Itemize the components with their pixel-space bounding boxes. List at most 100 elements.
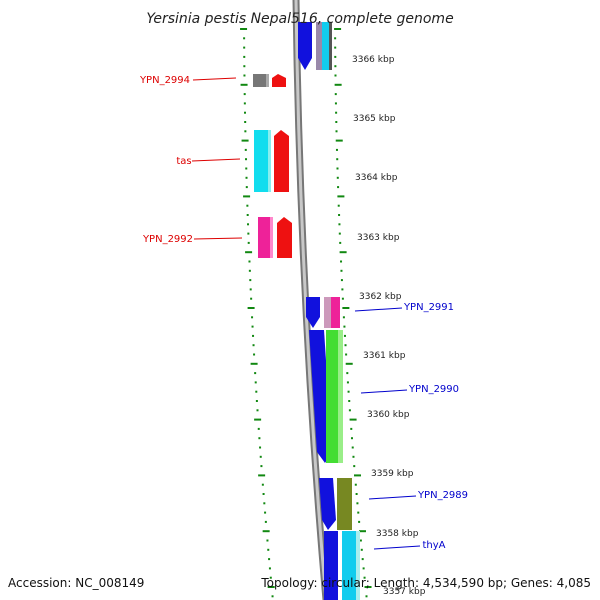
gene-label-YPN_2991[interactable]: YPN_2991 — [403, 302, 454, 313]
tick-mark — [348, 400, 351, 402]
gene-label-YPN_2992[interactable]: YPN_2992 — [142, 234, 193, 245]
tick-mark — [262, 530, 270, 533]
tick-mark — [243, 102, 246, 105]
tick-mark — [338, 214, 341, 216]
gene-label-thyA[interactable]: thyA — [422, 540, 445, 551]
tick-mark — [249, 288, 252, 291]
scale-label: 3366 kbp — [352, 55, 395, 65]
gene-label-YPN_2994[interactable]: YPN_2994 — [139, 75, 190, 86]
tick-mark — [334, 74, 337, 77]
tick-mark — [351, 446, 354, 449]
tick-mark — [240, 28, 248, 30]
tick-mark — [360, 548, 363, 551]
tick-mark — [243, 74, 246, 77]
tick-mark — [334, 83, 342, 86]
gene-leader-line — [191, 158, 241, 162]
gene-thyA-features[interactable] — [324, 531, 360, 600]
scale-label: 3359 kbp — [371, 469, 414, 479]
tick-mark — [355, 493, 358, 495]
tick-mark — [336, 167, 339, 170]
tick-mark — [350, 427, 353, 430]
tick-mark — [243, 65, 246, 68]
tick-mark — [245, 158, 248, 161]
map-title: Yersinia pestis Nepal516, complete genom… — [146, 11, 453, 27]
tick-mark — [356, 502, 359, 505]
tick-mark — [245, 167, 248, 170]
tick-mark — [358, 530, 366, 533]
gene-YPN_2990-features[interactable] — [309, 330, 343, 463]
gene-leader-line — [368, 495, 417, 500]
tick-mark — [249, 279, 252, 282]
tick-mark — [364, 586, 372, 588]
scale-labels: 3366 kbp 3365 kbp 3364 kbp 3363 kbp 3362 kbp… — [352, 55, 426, 597]
tick-mark — [243, 55, 246, 58]
scale-label: 3360 kbp — [367, 410, 410, 420]
tick-mark — [259, 455, 262, 458]
tick-mark — [342, 307, 350, 309]
gene-label-YPN_2989[interactable]: YPN_2989 — [417, 490, 468, 501]
tick-mark — [339, 241, 342, 244]
tick-mark — [252, 344, 255, 347]
gene-leader-line — [193, 237, 243, 240]
tick-mark — [271, 595, 274, 598]
tick-mark — [251, 316, 254, 319]
tick-mark — [245, 176, 248, 179]
gene-leader-line — [192, 77, 237, 81]
tick-mark — [338, 232, 341, 235]
tick-mark — [346, 372, 349, 375]
genome-summary-text: Topology: circular; Length: 4,534,590 bp… — [260, 576, 591, 590]
gene-top-block[interactable] — [298, 22, 332, 70]
scale-label: 3365 kbp — [353, 114, 396, 124]
gene-YPN_2991-features[interactable] — [306, 297, 340, 328]
gene-tas-features[interactable] — [254, 130, 289, 192]
tick-mark — [247, 223, 250, 226]
tick-mark — [346, 381, 349, 384]
tick-mark — [334, 102, 337, 105]
tick-mark — [254, 418, 262, 421]
tick-mark — [243, 195, 251, 198]
gene-YPN_2989-features[interactable] — [319, 478, 352, 530]
accession-text: Accession: NC_008149 — [8, 576, 144, 590]
tick-mark — [244, 148, 247, 151]
tick-marks — [240, 28, 372, 598]
tick-mark — [251, 325, 254, 328]
gene-YPN_2992-features[interactable] — [258, 217, 292, 258]
tick-mark — [352, 455, 355, 458]
tick-mark — [250, 297, 253, 300]
tick-mark — [334, 28, 342, 30]
tick-mark — [243, 93, 246, 96]
gene-YPN_2994-features[interactable] — [253, 74, 286, 87]
tick-mark — [363, 576, 366, 579]
gene-label-YPN_2990[interactable]: YPN_2990 — [408, 384, 459, 395]
tick-mark — [349, 418, 357, 421]
tick-mark — [247, 241, 250, 244]
tick-mark — [261, 483, 264, 486]
tick-mark — [350, 437, 353, 440]
tick-mark — [248, 260, 251, 263]
scale-label: 3357 kbp — [383, 587, 426, 597]
gene-label-tas[interactable]: tas — [176, 156, 191, 167]
tick-mark — [338, 223, 341, 226]
tick-mark — [267, 548, 270, 551]
tick-mark — [337, 204, 340, 207]
tick-mark — [244, 111, 247, 114]
tick-mark — [334, 93, 337, 96]
tick-mark — [264, 520, 267, 523]
tick-mark — [246, 214, 249, 216]
tick-mark — [263, 502, 266, 505]
tick-mark — [334, 37, 337, 40]
tick-mark — [255, 400, 258, 402]
tick-mark — [334, 46, 337, 49]
tick-mark — [357, 511, 360, 514]
tick-mark — [255, 390, 258, 393]
gene-leader-line — [360, 389, 408, 394]
tick-mark — [241, 139, 249, 142]
tick-mark — [365, 595, 368, 598]
tick-mark — [256, 409, 259, 412]
tick-mark — [254, 381, 257, 384]
tick-mark — [258, 474, 266, 477]
tick-mark — [269, 576, 272, 579]
tick-mark — [240, 83, 248, 86]
tick-mark — [345, 362, 353, 365]
